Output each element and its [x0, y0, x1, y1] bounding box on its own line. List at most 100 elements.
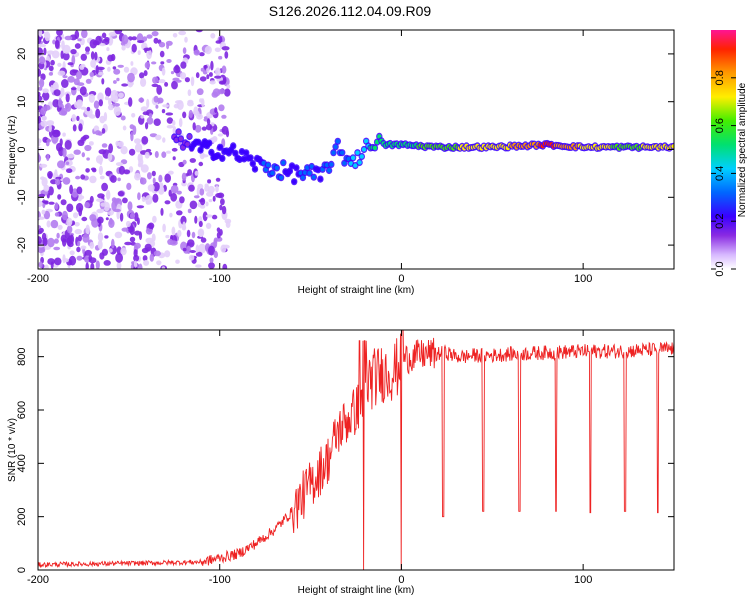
noise-blob: [164, 82, 169, 87]
noise-blob: [136, 205, 145, 209]
noise-blob: [188, 254, 195, 261]
noise-blob: [226, 84, 231, 89]
noise-blob: [182, 159, 187, 165]
noise-blob: [219, 204, 223, 211]
noise-blob: [205, 214, 213, 218]
noise-blob: [95, 155, 104, 164]
ridge-point: [263, 167, 269, 172]
noise-blob: [129, 236, 136, 243]
noise-blob: [89, 72, 95, 77]
noise-blob: [179, 196, 185, 204]
noise-blob: [57, 70, 66, 76]
noise-blob: [167, 238, 174, 245]
ridge-point: [302, 170, 308, 175]
noise-blob: [175, 79, 182, 83]
noise-blob: [202, 211, 208, 222]
ridge-point: [292, 179, 297, 184]
noise-blob: [101, 182, 108, 192]
noise-blob: [69, 250, 75, 256]
noise-blob: [76, 202, 84, 213]
snr-series-line: [38, 330, 674, 570]
noise-blob: [140, 115, 145, 119]
noise-blob: [72, 124, 77, 132]
noise-blob: [204, 45, 212, 55]
noise-blob: [42, 237, 48, 247]
noise-blob: [145, 227, 153, 235]
noise-blob: [114, 30, 123, 35]
snr-xtick-label: -100: [209, 574, 231, 586]
noise-blob: [147, 172, 152, 180]
noise-blob: [94, 51, 98, 61]
noise-blob: [127, 72, 135, 83]
noise-blob: [46, 120, 55, 126]
noise-blob: [81, 152, 86, 158]
noise-blob: [134, 143, 143, 153]
noise-blob: [213, 239, 218, 248]
noise-blob: [38, 95, 43, 102]
noise-blob: [78, 123, 83, 132]
noise-blob: [208, 72, 213, 77]
noise-blob: [76, 115, 80, 121]
noise-blob: [162, 137, 166, 143]
noise-blob: [66, 217, 73, 227]
noise-blob: [104, 95, 109, 101]
noise-blob: [115, 252, 123, 263]
noise-blob: [120, 115, 126, 121]
noise-blob: [134, 242, 141, 249]
noise-blob: [58, 110, 67, 116]
noise-blob: [130, 131, 134, 142]
noise-blob: [184, 36, 188, 43]
noise-blob: [194, 215, 198, 224]
noise-blob: [202, 70, 208, 75]
noise-blob: [220, 198, 225, 206]
noise-blob: [130, 61, 134, 66]
noise-blob: [166, 59, 172, 63]
ridge-point: [342, 161, 347, 166]
noise-blob: [62, 147, 67, 158]
noise-blob: [175, 100, 183, 104]
noise-blob: [143, 70, 148, 77]
noise-blob: [174, 64, 180, 71]
noise-blob: [208, 262, 215, 269]
noise-blob: [187, 208, 192, 214]
noise-blob: [80, 53, 88, 61]
snr-ytick-label: 200: [16, 507, 28, 525]
noise-blob: [215, 67, 221, 76]
noise-blob: [187, 89, 192, 97]
noise-blob: [101, 32, 107, 39]
ridge-point: [278, 175, 284, 180]
noise-blob: [79, 64, 85, 70]
ridge-point: [289, 163, 295, 168]
noise-blob: [62, 177, 71, 185]
snr-xtick-label: 0: [398, 574, 404, 586]
noise-blob: [171, 147, 178, 152]
noise-blob: [107, 66, 111, 72]
noise-blob: [98, 149, 107, 155]
noise-blob: [172, 120, 176, 126]
ridge-point: [274, 165, 279, 171]
noise-blob: [38, 216, 45, 220]
noise-blob: [113, 80, 117, 84]
noise-blob: [180, 72, 186, 80]
noise-blob: [46, 50, 55, 55]
ridge-point: [215, 153, 221, 158]
ridge-point: [231, 143, 236, 149]
noise-blob: [208, 245, 215, 256]
noise-blob: [137, 40, 145, 44]
noise-blob: [161, 266, 166, 269]
noise-blob: [215, 185, 219, 193]
noise-blob: [39, 163, 48, 168]
noise-blob: [168, 170, 174, 175]
noise-blob: [195, 264, 202, 268]
ridge-point: [340, 150, 345, 155]
noise-blob: [43, 47, 47, 56]
noise-blob: [67, 76, 75, 83]
noise-blob: [221, 46, 230, 51]
noise-blob: [206, 74, 210, 80]
noise-blob: [71, 114, 77, 122]
noise-blob: [67, 241, 74, 248]
colorbar-label: Normalized spectral amplitude: [737, 82, 748, 217]
noise-blob: [52, 82, 58, 90]
noise-blob: [103, 260, 111, 266]
